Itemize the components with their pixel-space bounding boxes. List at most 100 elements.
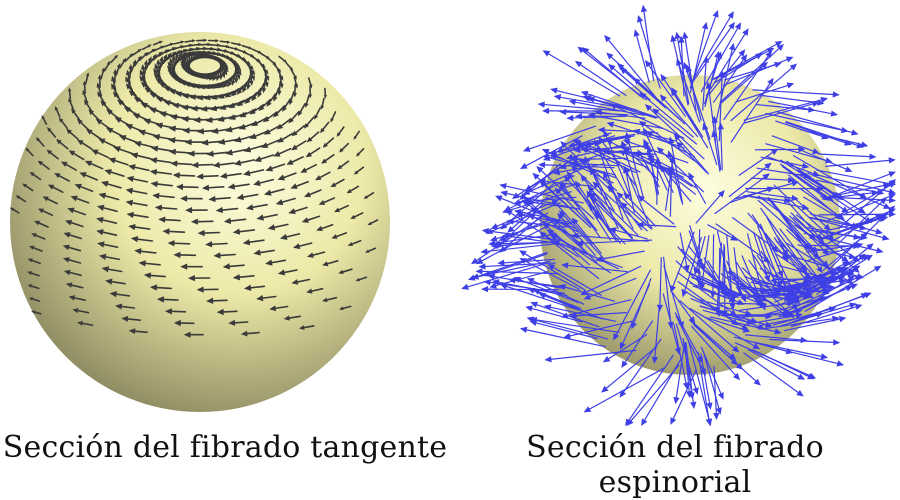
spinor-arrow-shaft [488,289,559,290]
tangent-arrow-shaft [205,233,220,234]
spinor-arrow-head [796,390,804,397]
tangent-arrow-shaft [213,300,227,301]
spinor-arrow-head [888,189,896,195]
spinor-arrow-head [603,356,611,362]
spinor-arrow-shaft [699,230,700,278]
spinor-arrow-head [831,110,838,116]
spinor-arrow-head [856,273,864,279]
spinor-arrow-shaft [819,154,870,157]
tangent-arrow-shaft [164,299,178,300]
tangent-arrow-shaft [175,140,189,141]
spinor-arrow-head [865,255,873,261]
spinor-arrow-head [538,101,545,107]
tangent-bundle-panel: Sección del fibrado tangente [0,0,450,471]
spinor-arrow-shaft [748,350,799,377]
spinor-arrow-head [637,15,643,23]
spinor-arrow-head [837,360,845,366]
tangent-arrow-shaft [70,91,71,98]
caption-tangent: Sección del fibrado tangente [0,430,450,465]
spinor-arrow-head [569,99,576,105]
spinor-arrow-head [519,250,527,256]
tangent-arrow-shaft [279,82,280,91]
spinor-arrow-head [874,266,882,272]
spinor-arrow-head [774,62,782,68]
spinor-arrow-head [690,402,696,409]
spinor-sphere-figure [450,0,900,430]
spinor-arrow-head [497,260,504,266]
spinor-arrow-head [869,153,876,159]
tangent-arrow-shaft [191,45,198,46]
tangent-arrow-shaft [185,41,192,42]
spinor-arrow-head [621,360,627,368]
spinor-arrow-head [682,32,688,39]
spinor-arrow-head [634,29,640,37]
tangent-arrow-shaft [177,164,192,165]
tangent-arrow-shaft [200,119,213,120]
tangent-arrow-shaft [174,243,189,244]
spinor-arrow-shaft [713,235,714,291]
tangent-arrow-shaft [204,130,217,131]
tangent-arrow-shaft [247,333,259,334]
spinor-arrow-head [673,397,679,404]
tangent-arrow-shaft [220,255,235,256]
spinor-arrow-head [641,418,647,426]
spinor-arrow-head [729,43,735,51]
tangent-arrow-shaft [176,152,190,153]
spinor-arrow-head [713,413,719,420]
spinor-arrow-head [509,277,516,283]
spinor-arrow-head [713,10,719,18]
spinor-arrow-head [855,304,863,310]
spinor-arrow-shaft [590,368,665,409]
tangent-arrow-shaft [180,175,195,176]
spinor-arrow-head [525,306,533,312]
spinor-arrow-head [889,197,896,203]
spinor-arrow-head [839,316,846,322]
spinor-arrow-head [475,268,482,274]
spinor-arrow-head [481,286,488,292]
spinor-arrow-head [499,183,507,189]
tangent-sphere-figure [0,0,450,430]
spinor-arrow-head [575,61,583,68]
tangent-arrow-shaft [209,187,224,188]
spinor-arrow-head [550,88,558,94]
spinor-arrow-head [851,129,859,135]
spinor-arrow-head [882,235,890,241]
tangent-arrow-shaft [220,41,227,42]
spinor-arrow-head [728,22,735,30]
spinor-arrow-shaft [581,65,626,96]
spinor-arrow-head [641,5,647,12]
spinor-arrow-head [490,236,498,242]
spinor-arrow-head [675,32,681,39]
tangent-arrow-shaft [165,220,180,221]
spinor-arrow-head [542,108,549,114]
spinor-bundle-panel: Sección del fibrado espinorial [450,0,900,471]
spinor-arrow-head [889,157,896,163]
tangent-arrow-shaft [219,46,226,47]
spinor-arrow-head [833,91,840,97]
tangent-arrow-shaft [203,176,218,177]
tangent-arrow-shaft [169,231,184,232]
spinor-arrow-head [787,83,795,89]
spinor-arrow-head [523,146,531,152]
spinor-arrow-head [876,247,884,253]
spinor-arrow-head [800,337,807,343]
spinor-arrow-head [702,22,708,30]
spinor-arrow-head [683,382,689,389]
spinor-arrow-shaft [549,54,620,96]
tangent-arrow-shaft [130,69,131,78]
spinor-arrow-head [461,284,469,290]
spinor-arrow-head [728,11,734,19]
spinor-arrow-head [480,248,487,254]
spinor-arrow-shaft [640,22,660,88]
spinor-arrow-head [875,228,883,234]
caption-spinor: Sección del fibrado espinorial [450,430,900,500]
spinor-arrow-head [864,292,872,298]
spinor-arrow-head [888,171,896,177]
spinor-arrow-shaft [637,36,649,82]
tangent-arrow-shaft [151,275,165,276]
spinor-arrow-head [821,353,828,359]
spinor-arrow-head [566,115,573,121]
tangent-arrow-shaft [224,311,237,312]
tangent-arrow-shaft [212,244,227,245]
spinor-arrow-head [833,339,840,345]
